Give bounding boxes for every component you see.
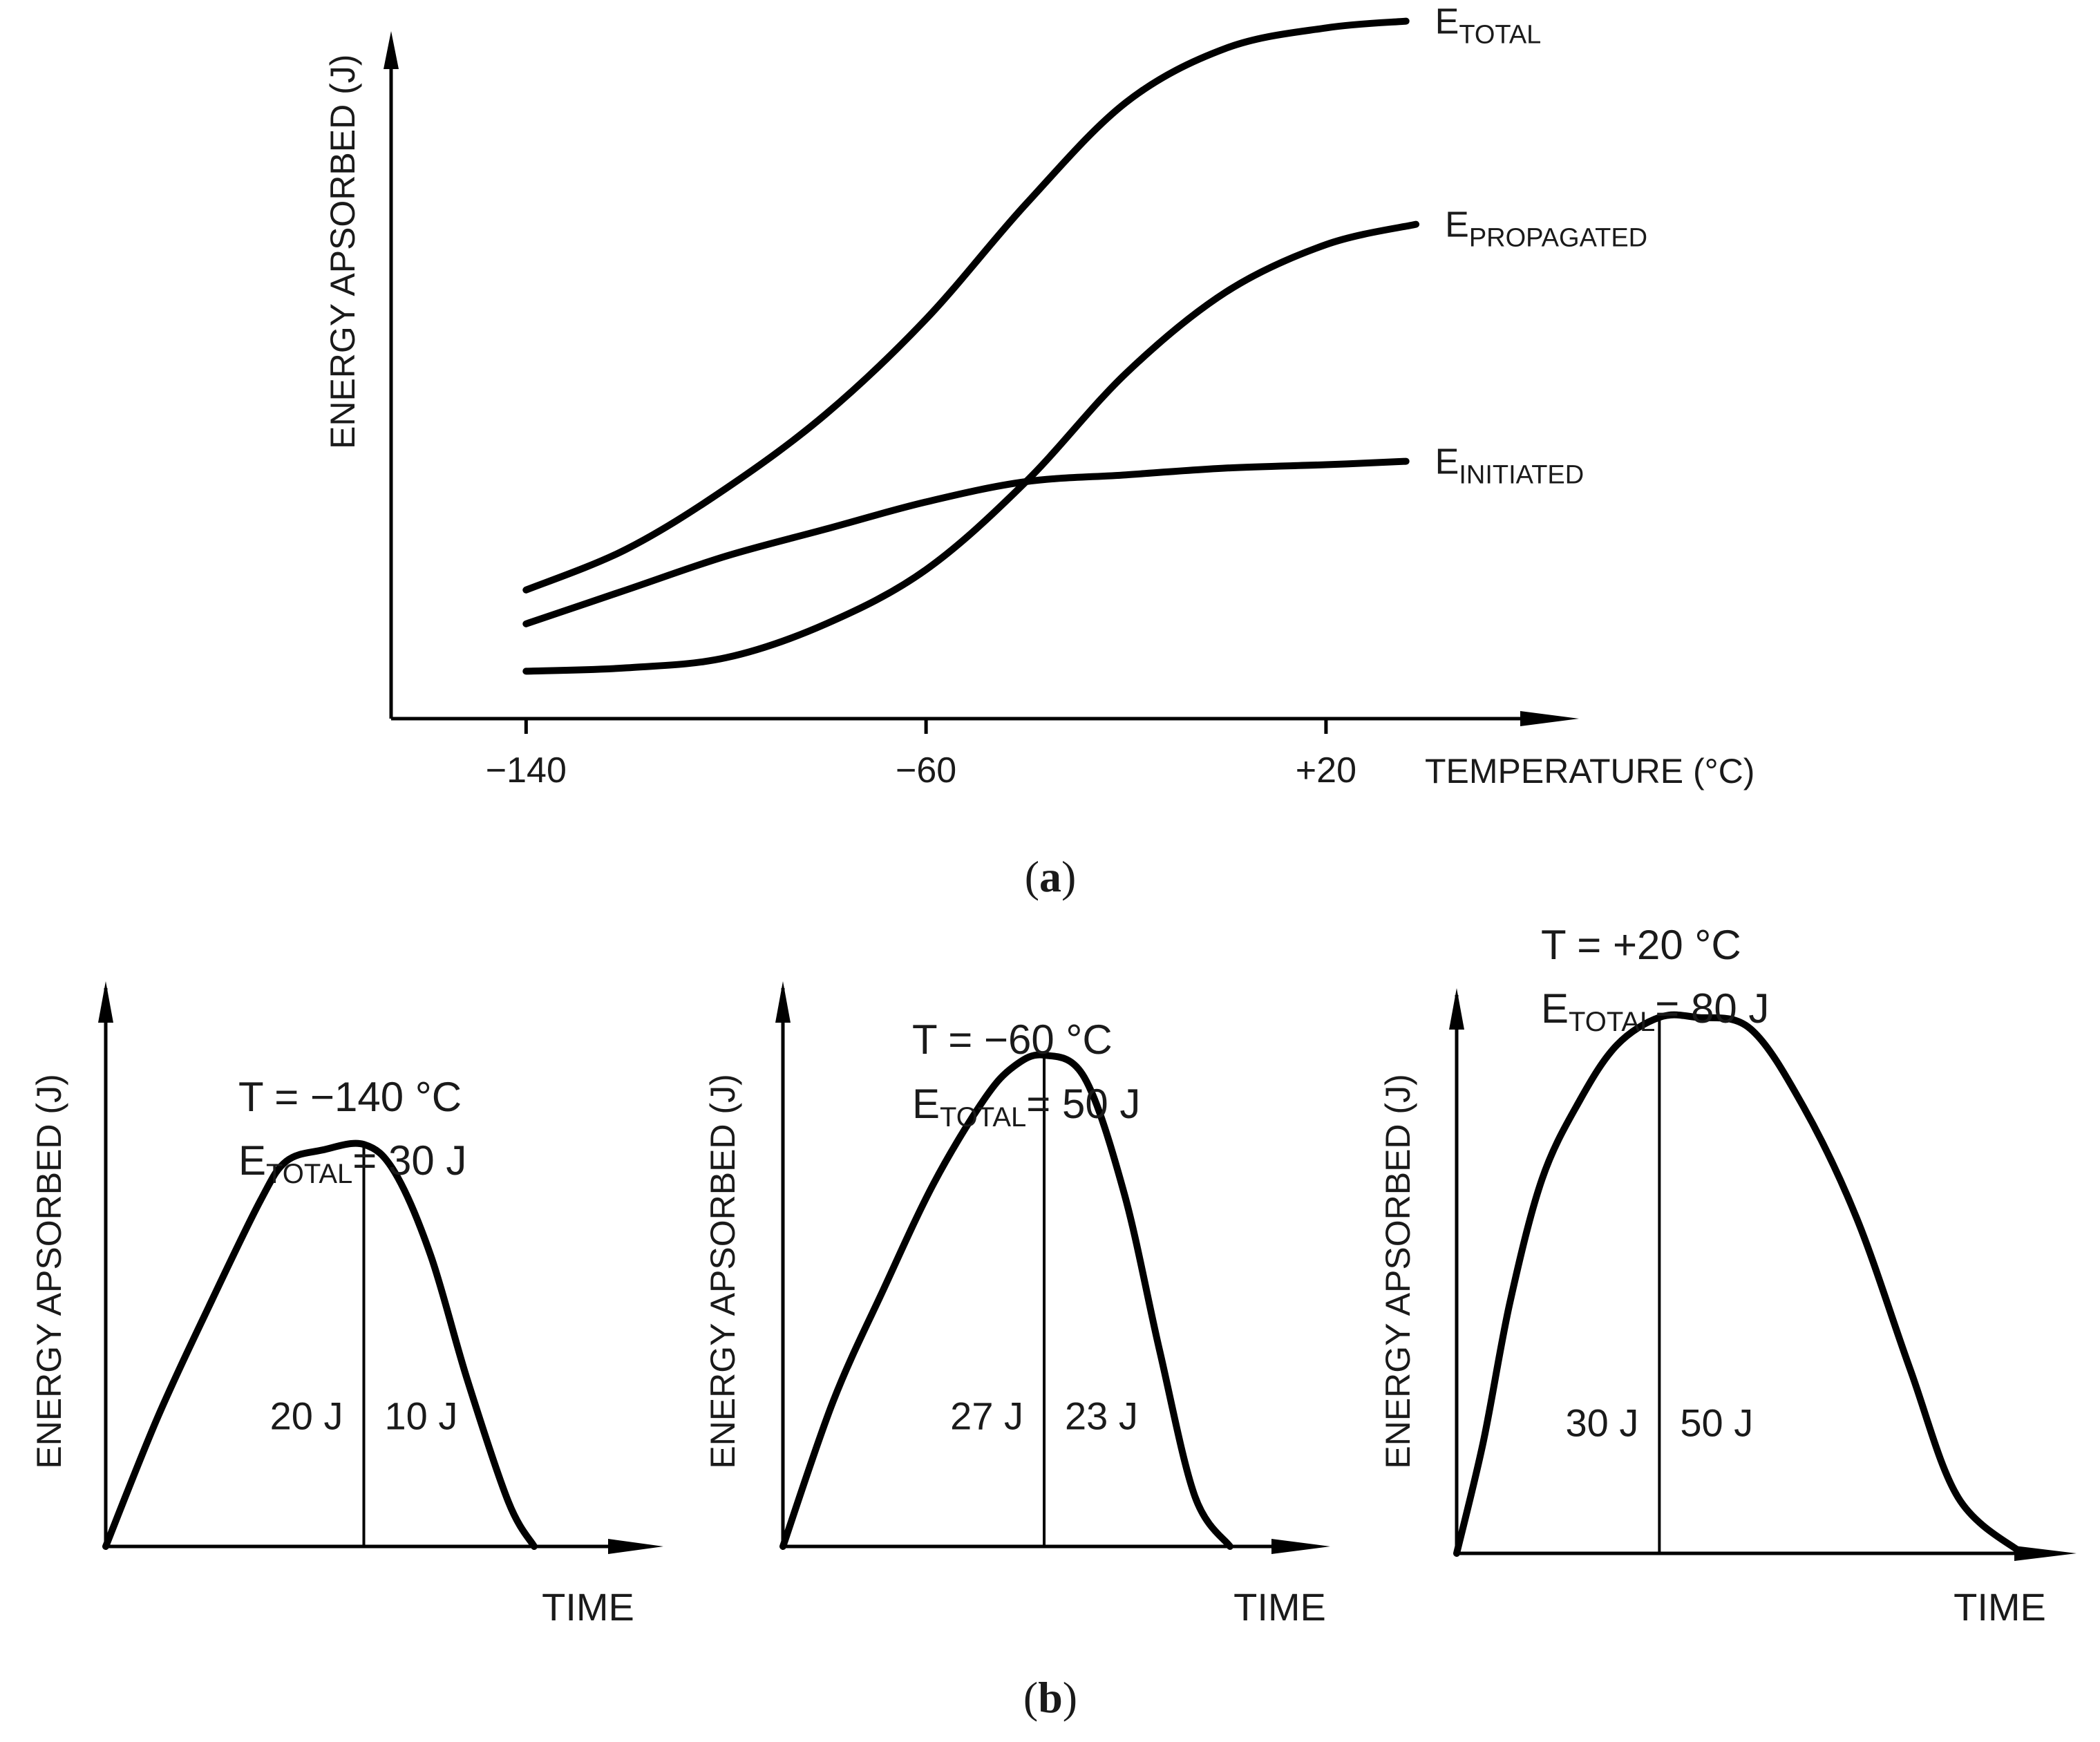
panel-b1-total: ETOTAL= 30 J — [238, 1137, 466, 1189]
panel-a-series-line-initiated — [522, 457, 1410, 627]
panel-a-y-axis-label: ENERGY APSORBED (J) — [323, 55, 362, 449]
panel-b1-initiation-energy: 20 J — [270, 1394, 343, 1437]
panel-b-caption: (b) — [1023, 1673, 1077, 1722]
panel-b2-total-sub: TOTAL — [940, 1102, 1026, 1133]
panel-b3-y-axis-label: ENERGY APSORBED (J) — [1379, 1074, 1417, 1468]
panel-b1-y-arrow — [98, 981, 113, 1023]
panel-b3-total-prefix: E — [1541, 985, 1569, 1032]
panel-b3-x-axis-label: TIME — [1954, 1585, 2046, 1629]
panel-b3-total-value: = 80 J — [1655, 985, 1769, 1032]
panel-b3-energy-curve — [1453, 1011, 2026, 1557]
panel-b1-x-axis-label: TIME — [542, 1585, 634, 1629]
panel-b3-x-arrow — [2014, 1546, 2077, 1561]
panel-b2-total-value: = 50 J — [1026, 1081, 1140, 1127]
panel-b3-y-arrow — [1449, 988, 1464, 1030]
panel-b2-total-prefix: E — [912, 1081, 940, 1127]
panel-b2-x-arrow — [1271, 1539, 1330, 1554]
panel-b1-energy-curve — [102, 1139, 538, 1550]
panel-b2-initiation-energy: 27 J — [950, 1394, 1023, 1437]
panel-a: −140 −60 +20 ETOTAL EPROPAGATED EINITIATED T… — [323, 2, 1754, 901]
panel-a-x-tick-label: −60 — [896, 750, 956, 790]
panel-a-series-line-total — [522, 17, 1410, 594]
panel-b1-x-arrow — [608, 1539, 663, 1554]
panel-a-y-arrow — [384, 31, 399, 69]
panel-a-series-label-initiated: EINITIATED — [1435, 442, 1585, 490]
panel-a-series-label-propagated: EPROPAGATED — [1445, 205, 1647, 253]
panel-a-caption: (a) — [1025, 852, 1077, 901]
panel-b3-initiation-energy: 30 J — [1566, 1401, 1639, 1444]
panel-b2-temperature: T = −60 °C — [912, 1016, 1113, 1063]
panel-b-caption-letter: b — [1038, 1673, 1063, 1722]
panel-b3: 30 J 50 J ENERGY APSORBED (J) TIME T = +2… — [1379, 922, 2077, 1629]
panel-b3-total-sub: TOTAL — [1569, 1007, 1655, 1037]
panel-b1-total-sub: TOTAL — [266, 1159, 352, 1189]
panel-b1-total-prefix: E — [238, 1137, 266, 1184]
panel-b3-total: ETOTAL= 80 J — [1541, 985, 1769, 1037]
panel-a-series-line-propagated — [522, 220, 1420, 675]
panel-b2-energy-curve — [779, 1051, 1233, 1550]
panel-b: 20 J 10 J ENERGY APSORBED (J) TIME T = −1… — [30, 922, 2077, 1722]
panel-a-series-label-total: ETOTAL — [1435, 2, 1542, 50]
panel-b1: 20 J 10 J ENERGY APSORBED (J) TIME T = −1… — [30, 981, 663, 1629]
panel-b1-propagation-energy: 10 J — [385, 1394, 458, 1437]
panel-b3-propagation-energy: 50 J — [1680, 1401, 1753, 1444]
panel-b1-temperature: T = −140 °C — [238, 1074, 462, 1120]
panel-b2-total: ETOTAL= 50 J — [912, 1081, 1140, 1133]
panel-b2-y-axis-label: ENERGY APSORBED (J) — [703, 1074, 742, 1468]
panel-b2-propagation-energy: 23 J — [1065, 1394, 1138, 1437]
panel-a-x-tick-label: −140 — [486, 750, 567, 790]
panel-b2-y-arrow — [775, 981, 791, 1023]
panel-a-x-axis-label: TEMPERATURE (°C) — [1425, 752, 1754, 790]
panel-b1-total-value: = 30 J — [352, 1137, 466, 1184]
panel-b3-temperature: T = +20 °C — [1541, 922, 1741, 968]
panel-b2: 27 J 23 J ENERGY APSORBED (J) TIME T = −6… — [703, 981, 1330, 1629]
panel-b1-y-axis-label: ENERGY APSORBED (J) — [30, 1074, 68, 1468]
panel-a-x-arrow — [1520, 711, 1579, 726]
panel-a-x-tick-label: +20 — [1296, 750, 1356, 790]
panel-a-caption-letter: a — [1039, 852, 1061, 901]
panel-b2-x-axis-label: TIME — [1233, 1585, 1326, 1629]
